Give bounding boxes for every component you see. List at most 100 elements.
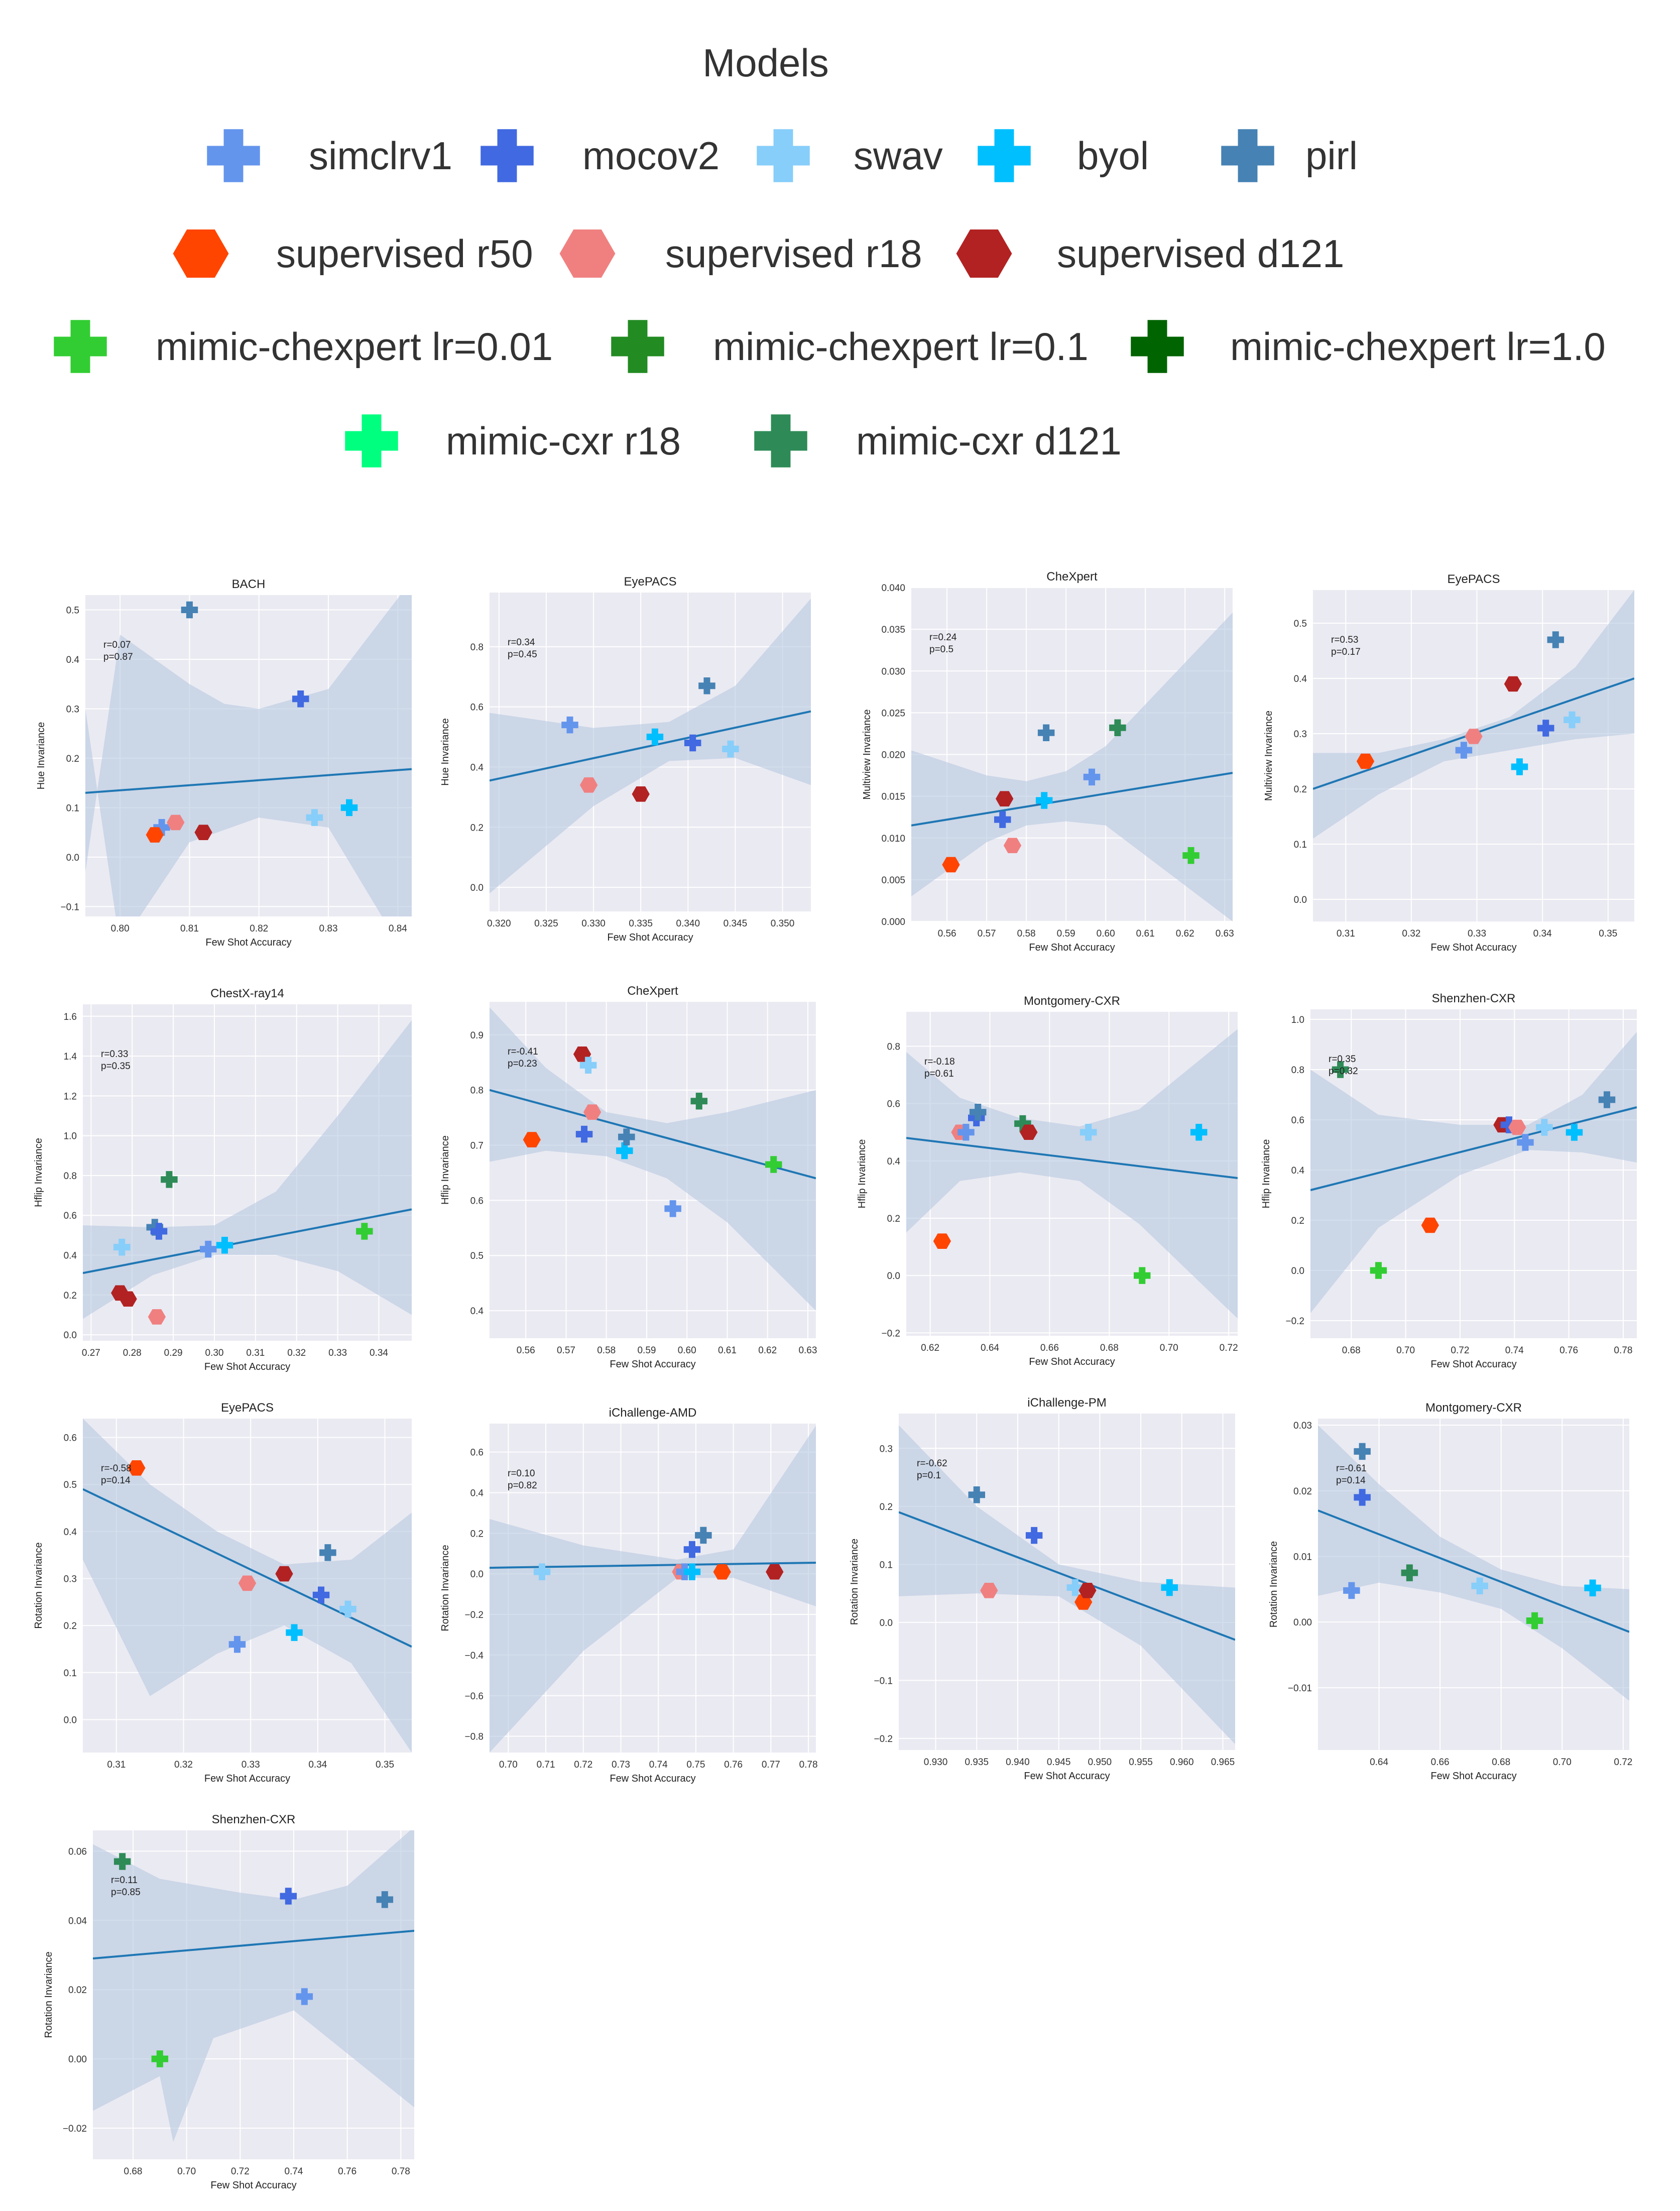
stat-annotation: r=0.07 (103, 640, 131, 650)
legend-label-supervised-r18: supervised r18 (665, 231, 922, 276)
y-tick-label: 0.8 (470, 642, 484, 653)
y-tick-label: −0.01 (1288, 1683, 1312, 1694)
y-tick-label: 0.0 (64, 1715, 77, 1725)
legend-marker-supervised-r50 (173, 229, 229, 278)
y-tick-label: 0.3 (66, 704, 79, 715)
y-tick-label: 1.2 (64, 1091, 77, 1102)
point-mimic-chexpert-lr-0-01 (356, 1223, 373, 1240)
legend-marker-mimic-cxr-r18 (345, 414, 398, 468)
point-byol (216, 1236, 233, 1254)
stat-annotation: r=0.35 (1329, 1054, 1356, 1065)
stat-annotation: p=0.35 (101, 1061, 131, 1072)
legend-marker-simclrv1 (207, 129, 260, 182)
x-tick-label: 0.61 (718, 1345, 737, 1356)
y-tick-label: 0.6 (64, 1433, 77, 1443)
point-mimic-chexpert-lr-0-01 (1133, 1267, 1151, 1284)
legend-marker-byol (978, 129, 1031, 182)
stat-annotation: r=0.34 (508, 637, 535, 648)
x-axis-label: Few Shot Accuracy (607, 932, 693, 943)
x-axis-label: Few Shot Accuracy (204, 1773, 290, 1784)
chart-panel-8: 0.68 0.70 0.72 0.74 0.76 0.78 −0.2 0.0 0.2 0.4 0.6… (1261, 992, 1637, 1370)
legend-marker-swav (757, 129, 810, 182)
y-tick-label: 0.4 (64, 1527, 77, 1538)
x-tick-label: 0.81 (180, 923, 199, 934)
x-tick-label: 0.72 (231, 2166, 250, 2177)
point-pirl (1037, 724, 1055, 742)
stat-annotation: r=-0.18 (924, 1057, 955, 1067)
point-swav (1564, 711, 1581, 729)
point-simclrv1 (228, 1636, 246, 1653)
x-tick-label: 0.32 (174, 1760, 193, 1770)
confidence-band (85, 595, 412, 916)
y-tick-label: 0.0 (470, 1569, 484, 1580)
x-tick-label: 0.330 (581, 918, 606, 929)
point-pirl (618, 1128, 635, 1145)
point-supervised-r50 (713, 1564, 731, 1580)
x-tick-label: 0.56 (517, 1345, 535, 1356)
x-tick-label: 0.28 (123, 1348, 142, 1358)
x-tick-label: 0.73 (612, 1760, 630, 1770)
confidence-band (93, 1830, 414, 2142)
x-tick-label: 0.68 (1100, 1343, 1119, 1353)
x-tick-label: 0.56 (938, 928, 956, 939)
x-axis-label: Few Shot Accuracy (1024, 1771, 1110, 1782)
point-supervised-r18 (583, 1104, 602, 1120)
x-tick-label: 0.70 (177, 2166, 196, 2177)
x-tick-label: 0.60 (678, 1345, 696, 1356)
y-tick-label: 0.4 (887, 1156, 901, 1167)
x-tick-label: 0.930 (924, 1757, 948, 1768)
point-swav (1536, 1119, 1553, 1136)
x-tick-label: 0.955 (1129, 1757, 1153, 1768)
y-tick-label: 0.000 (881, 917, 905, 927)
stat-annotation: r=0.11 (111, 1875, 138, 1886)
confidence-band (490, 1007, 816, 1311)
regression-line (906, 1137, 1238, 1180)
stat-annotation: p=0.1 (917, 1470, 941, 1481)
y-tick-label: 0.3 (64, 1574, 77, 1584)
y-tick-label: 0.040 (881, 583, 905, 594)
y-tick-label: 0.4 (470, 1306, 484, 1317)
x-tick-label: 0.72 (1614, 1757, 1632, 1768)
point-supervised-r18 (1508, 1119, 1526, 1135)
point-swav (1079, 1123, 1097, 1141)
chart-title: CheXpert (627, 984, 678, 998)
regression-line (490, 710, 811, 782)
x-tick-label: 0.63 (1216, 928, 1234, 939)
x-tick-label: 0.76 (338, 2166, 356, 2177)
chart-title: EyePACS (624, 575, 677, 589)
x-tick-label: 0.68 (1342, 1345, 1361, 1356)
x-tick-label: 0.335 (629, 918, 653, 929)
point-supervised-d121 (996, 791, 1014, 806)
point-simclrv1 (1517, 1134, 1534, 1151)
point-supervised-d121 (766, 1564, 784, 1580)
y-tick-label: 0.5 (470, 1251, 484, 1261)
confidence-band (490, 1426, 816, 1753)
x-tick-label: 0.70 (1396, 1345, 1415, 1356)
point-swav (306, 809, 323, 826)
x-tick-label: 0.59 (637, 1345, 656, 1356)
y-axis-label: Hflip Invariance (1261, 1139, 1272, 1209)
y-tick-label: −0.4 (464, 1651, 484, 1661)
point-pirl (1547, 631, 1565, 648)
stat-annotation: r=0.33 (101, 1049, 128, 1060)
x-tick-label: 0.64 (981, 1343, 999, 1353)
point-byol (1161, 1579, 1178, 1596)
stat-annotation: r=0.24 (929, 632, 957, 643)
x-tick-label: 0.34 (308, 1760, 327, 1770)
point-byol (616, 1142, 633, 1159)
point-swav (533, 1563, 551, 1580)
point-mimic-cxr-d121 (1109, 719, 1126, 737)
point-mimic-cxr-d121 (1332, 1061, 1349, 1078)
y-tick-label: 0.6 (64, 1211, 77, 1221)
y-tick-label: 0.03 (1293, 1421, 1312, 1431)
x-tick-label: 0.74 (1505, 1345, 1524, 1356)
legend-marker-mimic-cxr-d121 (754, 414, 807, 468)
x-tick-label: 0.35 (1599, 928, 1617, 939)
y-tick-label: 0.6 (470, 1196, 484, 1206)
y-tick-label: 0.8 (887, 1041, 900, 1052)
confidence-band (906, 1029, 1238, 1319)
chart-title: iChallenge-AMD (609, 1406, 697, 1420)
x-tick-label: 0.29 (164, 1348, 183, 1358)
point-byol (1035, 792, 1053, 809)
x-tick-label: 0.31 (107, 1760, 126, 1770)
